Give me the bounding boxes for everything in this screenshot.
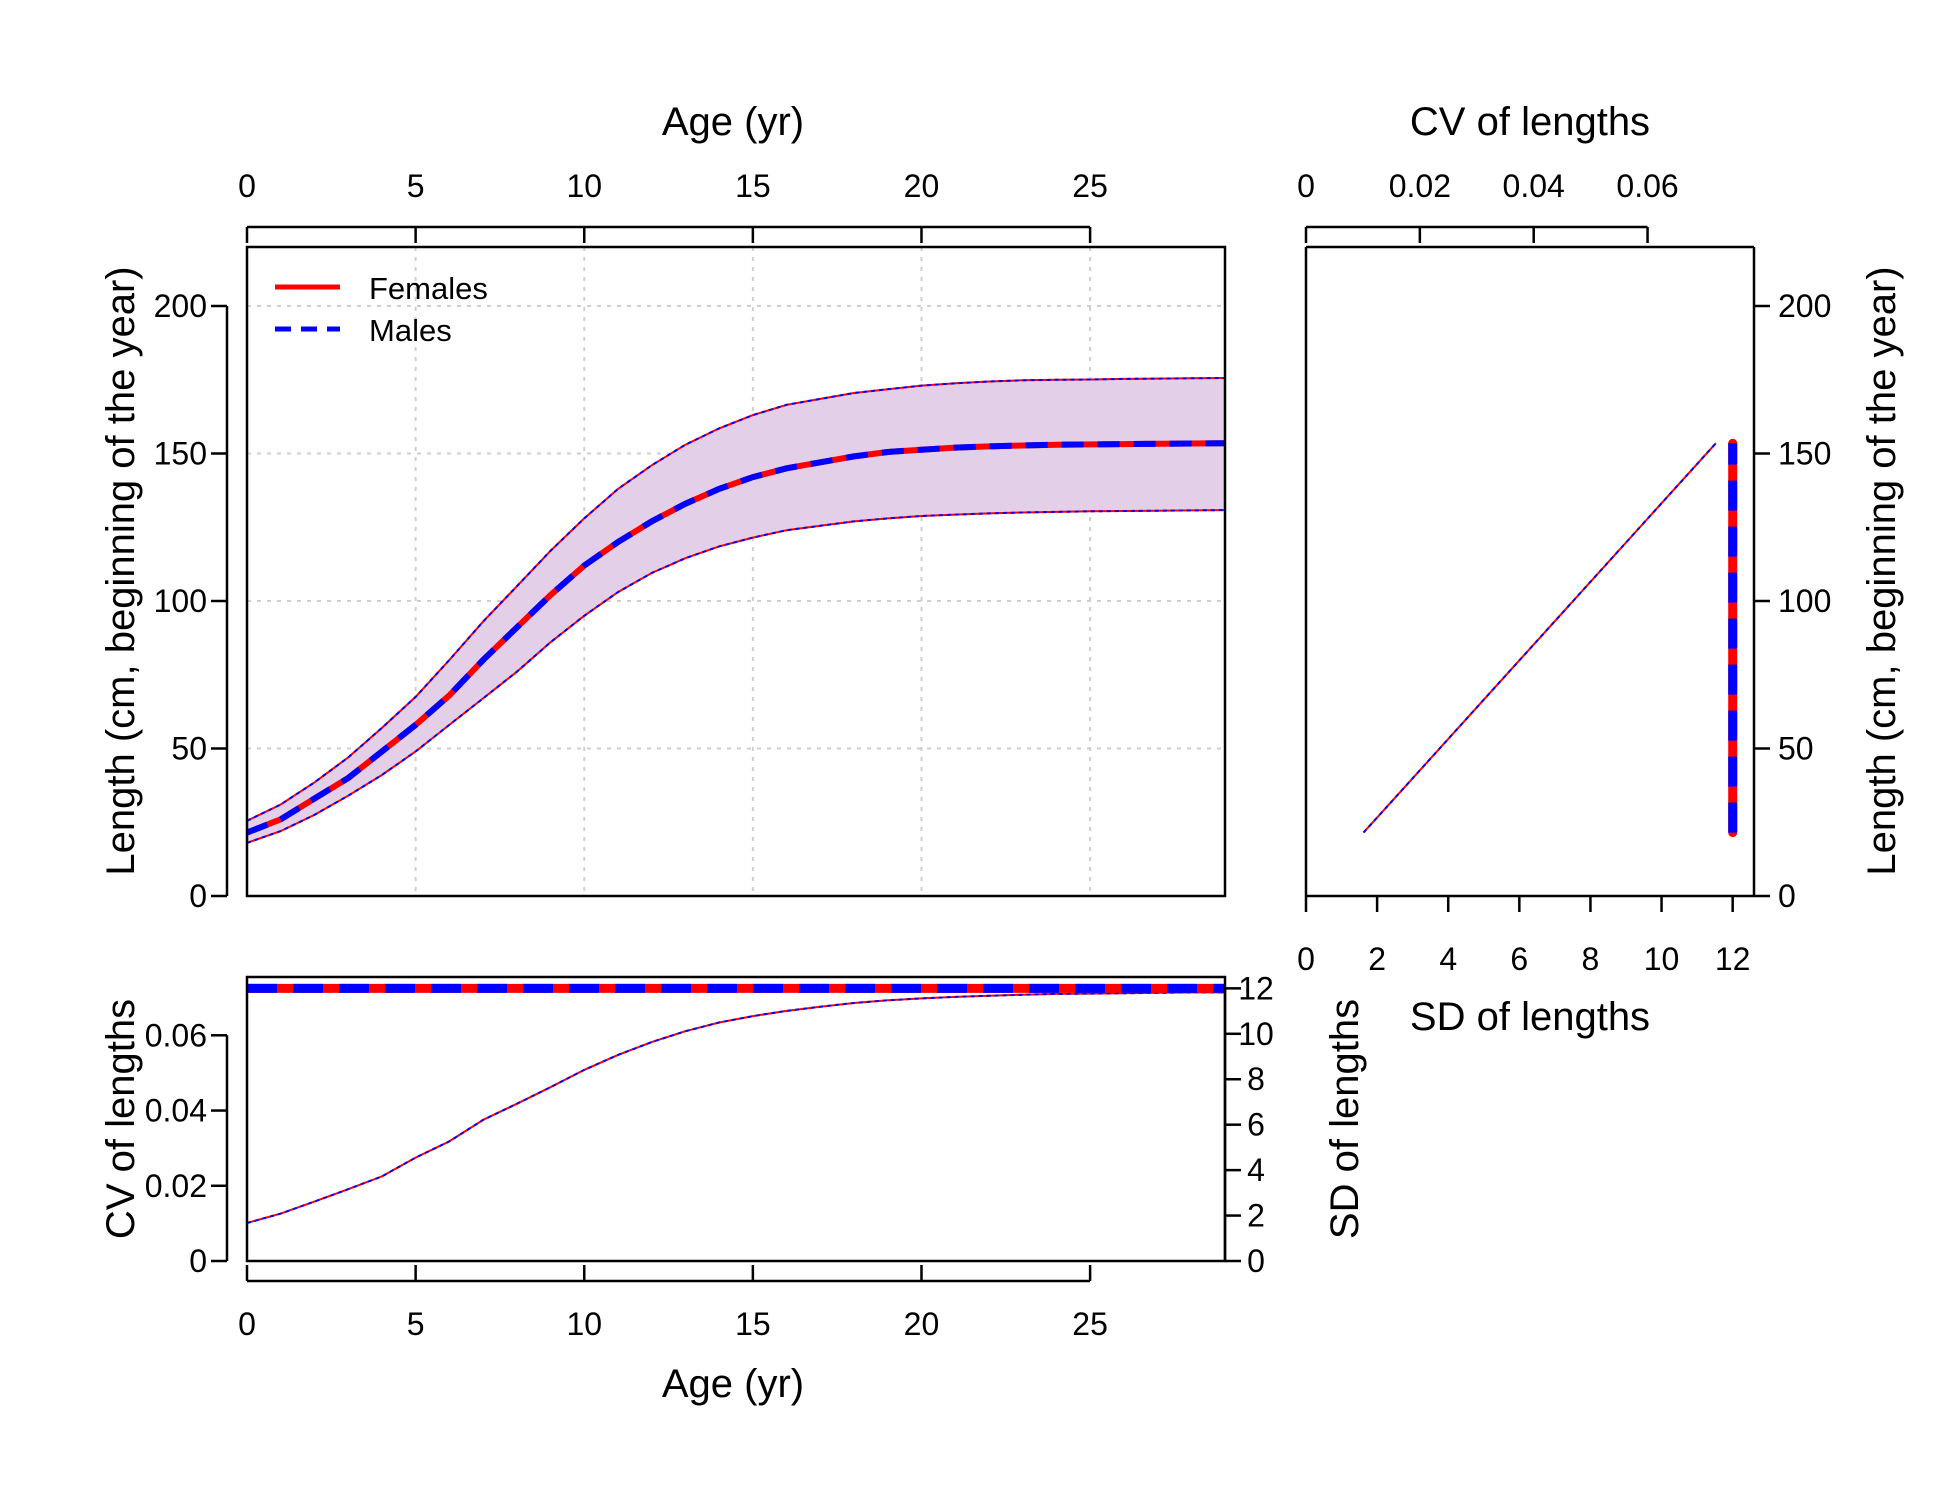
panel-cv-sd-vs-length: 0 2 4 6 8 10 12 SD of lengths 0 0.02 0.04 0.06 CV of… xyxy=(1297,100,1904,1039)
x-tick-label: 8 xyxy=(1582,941,1600,977)
legend: Females Males xyxy=(275,271,488,348)
band-lower-line-females xyxy=(246,509,1226,844)
x-tick-label: 10 xyxy=(566,1306,602,1342)
y-tick-label: 0.04 xyxy=(145,1093,207,1129)
y-tick-label: 0.06 xyxy=(145,1017,207,1053)
x-tick-label: 2 xyxy=(1368,941,1386,977)
panel-length-at-age: 0 5 10 15 20 25 Age (yr) 0 50 100 150 200 Length (cm… xyxy=(99,100,1227,914)
length-series-males xyxy=(245,440,1226,836)
x-axis-title: SD of lengths xyxy=(1410,995,1650,1039)
legend-label-males: Males xyxy=(369,313,452,348)
x-tick-label: 20 xyxy=(904,168,940,204)
y-tick-label: 200 xyxy=(154,288,207,324)
y2-tick-label: 0 xyxy=(1247,1243,1265,1279)
x2-tick-label: 0 xyxy=(1297,168,1315,204)
band-upper-line-males xyxy=(246,377,1226,822)
y2-tick-label: 12 xyxy=(1238,970,1274,1006)
y-tick-label: 0 xyxy=(189,1243,207,1279)
y-tick-label: 50 xyxy=(1778,731,1814,767)
y-tick-label: 150 xyxy=(1778,436,1831,472)
y-axis-title: Length (cm, beginning of the year) xyxy=(99,266,143,875)
x-tick-label: 25 xyxy=(1072,1306,1108,1342)
cv-series-females xyxy=(1362,442,1717,834)
y-axis-title: CV of lengths xyxy=(99,999,143,1239)
x-tick-label: 20 xyxy=(904,1306,940,1342)
cv-at-age-series-males xyxy=(246,991,1225,1224)
x2-tick-label: 0.04 xyxy=(1503,168,1565,204)
x-tick-label: 25 xyxy=(1072,168,1108,204)
x-axis-title: Age (yr) xyxy=(662,1362,804,1406)
x2-tick-label: 0.06 xyxy=(1616,168,1678,204)
x-axis-title: Age (yr) xyxy=(662,100,804,144)
y2-tick-label: 8 xyxy=(1247,1061,1265,1097)
x-tick-label: 5 xyxy=(407,168,425,204)
y-tick-label: 150 xyxy=(154,436,207,472)
y-tick-label: 50 xyxy=(171,731,207,767)
x2-tick-label: 0.02 xyxy=(1389,168,1451,204)
y2-tick-label: 4 xyxy=(1247,1152,1265,1188)
x-tick-label: 10 xyxy=(566,168,602,204)
y-tick-label: 200 xyxy=(1778,288,1831,324)
x-tick-label: 12 xyxy=(1715,941,1751,977)
x-tick-label: 15 xyxy=(735,168,771,204)
legend-label-females: Females xyxy=(369,271,488,306)
y-tick-label: 0 xyxy=(189,878,207,914)
y-tick-label: 0.02 xyxy=(145,1168,207,1204)
x-tick-label: 6 xyxy=(1510,941,1528,977)
x-tick-label: 0 xyxy=(1297,941,1315,977)
x-tick-label: 4 xyxy=(1439,941,1457,977)
y2-tick-label: 10 xyxy=(1238,1016,1274,1052)
y2-tick-label: 6 xyxy=(1247,1107,1265,1143)
x2-axis-title: CV of lengths xyxy=(1410,100,1650,144)
y2-tick-label: 2 xyxy=(1247,1198,1265,1234)
y2-axis-title: SD of lengths xyxy=(1323,999,1367,1239)
y-tick-label: 100 xyxy=(1778,583,1831,619)
x-tick-label: 0 xyxy=(238,1306,256,1342)
cv-at-age-series-females xyxy=(246,991,1225,1224)
x-tick-label: 0 xyxy=(238,168,256,204)
plot-frame xyxy=(245,245,1227,898)
y-tick-label: 100 xyxy=(154,583,207,619)
band-lower-line-males xyxy=(246,509,1226,844)
x-tick-label: 15 xyxy=(735,1306,771,1342)
y-axis-title: Length (cm, beginning of the year) xyxy=(1860,266,1904,875)
y-tick-label: 0 xyxy=(1778,878,1796,914)
x-tick-label: 5 xyxy=(407,1306,425,1342)
confidence-band xyxy=(247,378,1225,843)
x-tick-label: 10 xyxy=(1644,941,1680,977)
